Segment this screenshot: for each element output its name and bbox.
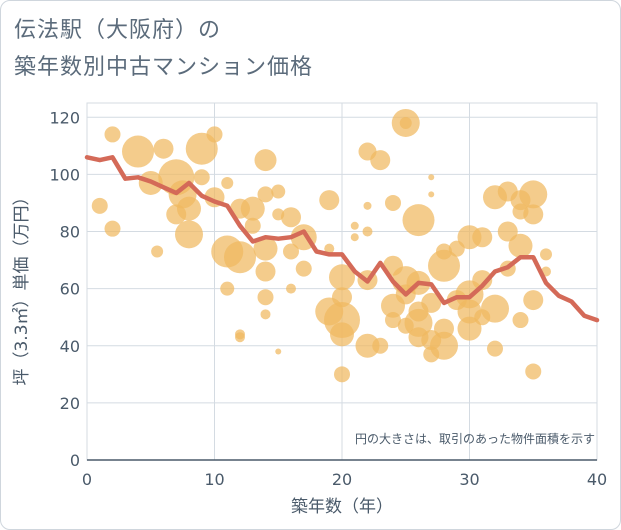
bubble: [372, 337, 389, 354]
bubble: [523, 290, 544, 311]
bubble: [497, 221, 518, 242]
bubble: [240, 196, 265, 221]
bubble: [385, 194, 401, 211]
bubble: [151, 245, 164, 258]
bubble: [487, 340, 503, 357]
x-axis-title: 築年数（年）: [291, 497, 393, 517]
bubble: [481, 294, 509, 323]
bubble: [271, 184, 286, 199]
bubble: [525, 363, 542, 380]
y-tick-label: 20: [60, 394, 80, 413]
bubble: [286, 283, 296, 294]
y-tick-label: 80: [60, 223, 80, 242]
y-tick-label: 60: [60, 280, 80, 299]
bubble: [257, 289, 274, 306]
y-tick-label: 0: [70, 451, 80, 470]
bubble: [177, 196, 201, 221]
bubble: [281, 207, 301, 228]
bubble: [257, 186, 274, 203]
bubble: [457, 316, 482, 341]
axes: 0 20 40 60 80 100 120 0 10 20 30 40: [49, 108, 607, 489]
bubble: [523, 204, 544, 225]
chart-title-line1: 伝法駅（大阪府）の: [14, 18, 222, 43]
bubble: [350, 233, 359, 242]
average-price-line: [84, 155, 600, 323]
bubble: [260, 309, 271, 320]
bubble: [508, 233, 533, 258]
bubble: [255, 261, 276, 282]
bubble: [428, 249, 460, 282]
y-tick-label: 100: [49, 165, 80, 184]
bubble: [350, 221, 359, 230]
bubble: [363, 201, 372, 210]
bubble: [244, 217, 261, 234]
bubble: [370, 150, 391, 171]
x-tick-label: 40: [587, 470, 607, 489]
bubble: [319, 190, 340, 211]
x-tick-label: 10: [204, 470, 224, 489]
y-axis-title: 坪（3.3㎡）単価（万円）: [12, 188, 32, 385]
bubble: [206, 126, 223, 143]
bubble: [399, 116, 412, 129]
bubble: [193, 169, 210, 186]
size-note: 円の大きさは、取引のあった物件面積を示す: [355, 431, 595, 446]
bubble: [295, 260, 312, 277]
bubble: [104, 220, 121, 237]
bubble: [334, 366, 350, 383]
bubble: [220, 281, 235, 296]
bubble: [404, 308, 433, 337]
bubble: [472, 270, 493, 291]
bubble: [430, 331, 458, 360]
bubble: [428, 191, 435, 198]
bubble: [402, 204, 435, 237]
bubble: [512, 312, 529, 329]
bubble: [153, 138, 174, 159]
bubble: [540, 248, 552, 261]
bubble: [330, 322, 354, 347]
bubble: [329, 264, 355, 291]
bubble: [122, 135, 154, 168]
bubbles: [91, 108, 552, 383]
x-tick-label: 0: [82, 470, 92, 489]
bubble: [104, 126, 121, 143]
y-tick-label: 120: [49, 108, 80, 127]
bubble: [519, 180, 548, 209]
y-tick-label: 40: [60, 337, 80, 356]
bubble: [355, 333, 380, 358]
chart-title-line2: 築年数別中古マンション価格: [14, 55, 314, 80]
bubble: [275, 348, 282, 355]
x-tick-label: 20: [332, 470, 352, 489]
bubble: [428, 174, 435, 181]
bubble: [254, 149, 277, 172]
trend-line: [84, 155, 600, 323]
bubble: [472, 227, 493, 248]
bubble: [175, 220, 203, 249]
chart-title: 伝法駅（大阪府）の 築年数別中古マンション価格: [14, 12, 313, 86]
bubble: [421, 292, 442, 313]
bubble: [224, 241, 256, 274]
bubble: [283, 243, 299, 260]
bubble: [362, 226, 373, 237]
bubble: [332, 287, 352, 308]
bubble: [91, 197, 108, 214]
bubble: [253, 236, 278, 261]
x-tick-label: 30: [459, 470, 479, 489]
bubble: [235, 332, 245, 343]
bubble: [324, 243, 335, 254]
bubble: [221, 176, 234, 189]
bubble: [385, 312, 401, 329]
